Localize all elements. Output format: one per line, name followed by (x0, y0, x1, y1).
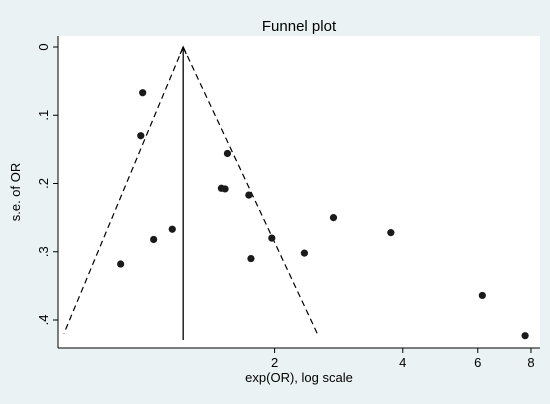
x-tick-label: 2 (271, 355, 278, 370)
data-point (521, 332, 529, 340)
y-axis-title: s.e. of OR (8, 163, 23, 222)
y-axis-ticks: 0 .1 .2 .3 .4 (36, 43, 58, 325)
data-point (245, 191, 253, 199)
y-tick-label: .2 (36, 178, 51, 189)
data-point (478, 291, 486, 300)
x-tick-label: 4 (399, 355, 406, 370)
upper-funnel-limit (182, 46, 318, 334)
data-point (247, 254, 255, 263)
y-tick-label: .3 (36, 246, 51, 257)
x-axis-title: exp(OR), log scale (245, 370, 353, 385)
data-point (117, 260, 125, 268)
data-point (139, 89, 147, 97)
data-point (168, 225, 176, 233)
x-tick-label: 8 (527, 355, 534, 370)
data-point (329, 214, 338, 222)
data-point (387, 229, 395, 237)
data-points (117, 89, 529, 340)
data-point (300, 249, 309, 257)
y-tick-label: .4 (36, 315, 51, 326)
lower-funnel-limit (63, 46, 184, 334)
plot-area (58, 36, 540, 348)
x-tick-label: 6 (474, 355, 481, 370)
y-tick-label: .1 (36, 110, 51, 121)
chart-title: Funnel plot (262, 18, 337, 35)
data-point (221, 185, 229, 193)
data-point (137, 132, 145, 140)
data-point (150, 235, 158, 244)
funnel-limits (63, 45, 318, 340)
data-point (223, 149, 232, 158)
x-axis-ticks: 2 4 6 8 (271, 348, 535, 370)
y-tick-label: 0 (36, 43, 51, 50)
funnel-apex-marker (179, 45, 187, 55)
data-point (268, 234, 276, 242)
